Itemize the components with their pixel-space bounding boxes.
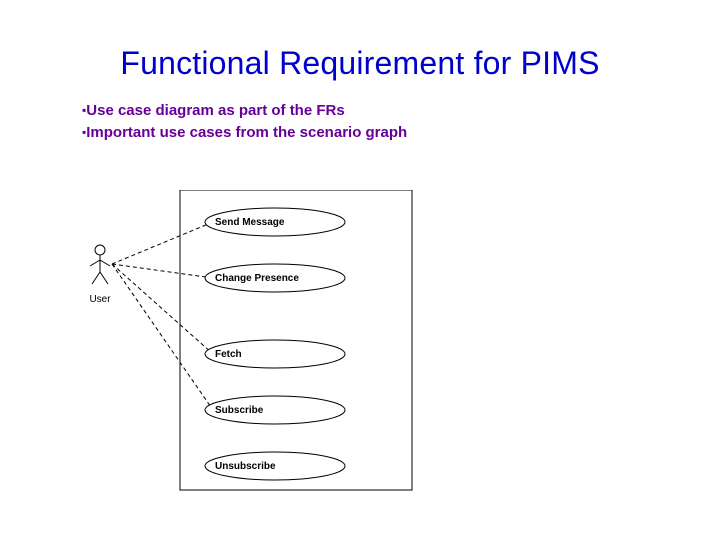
uc-fetch-label: Fetch (215, 349, 242, 360)
bullet-item: Use case diagram as part of the FRs (82, 100, 407, 122)
bullet-item: Important use cases from the scenario gr… (82, 122, 407, 144)
bullet-list: Use case diagram as part of the FRs Impo… (82, 100, 407, 144)
uc-unsubscribe-label: Unsubscribe (215, 461, 276, 472)
page-title: Functional Requirement for PIMS (0, 45, 720, 82)
slide: Functional Requirement for PIMS Use case… (0, 0, 720, 540)
use-case-diagram: User Send Message Change Presence Fetch Sub… (60, 190, 420, 510)
uc-subscribe-label: Subscribe (215, 405, 264, 416)
uc-presence-label: Change Presence (215, 273, 299, 284)
uc-send-label: Send Message (215, 217, 285, 228)
actor-label: User (89, 294, 111, 305)
actor-icon (90, 245, 110, 284)
